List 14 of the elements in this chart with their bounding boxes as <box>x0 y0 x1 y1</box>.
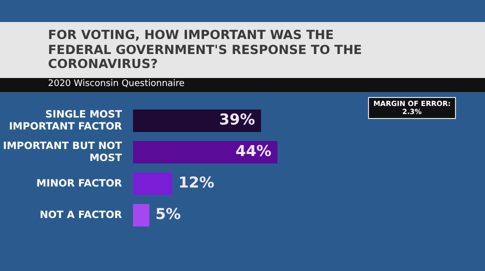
bar <box>132 172 172 195</box>
y-tick-label: SINGLE MOST IMPORTANT FACTOR <box>8 109 122 132</box>
y-tick-label: MINOR FACTOR <box>36 178 122 190</box>
y-tick-label: IMPORTANT BUT NOT MOST <box>2 140 122 164</box>
bar <box>132 141 278 164</box>
bar <box>132 204 150 226</box>
data-label: 12% <box>178 174 214 192</box>
y-tick-label: NOT A FACTOR <box>40 210 122 221</box>
data-label: 44% <box>236 142 272 160</box>
data-label: 39% <box>219 110 256 129</box>
bar <box>132 110 262 132</box>
chart-title: FOR VOTING, HOW IMPORTANT WAS THE FEDERAL GOVERNMENT'S RESPONSE TO THE CORONAVIRUS? <box>48 27 363 72</box>
data-label: 5% <box>155 205 181 224</box>
chart-subtitle: 2020 Wisconsin Questionnaire <box>48 79 185 89</box>
